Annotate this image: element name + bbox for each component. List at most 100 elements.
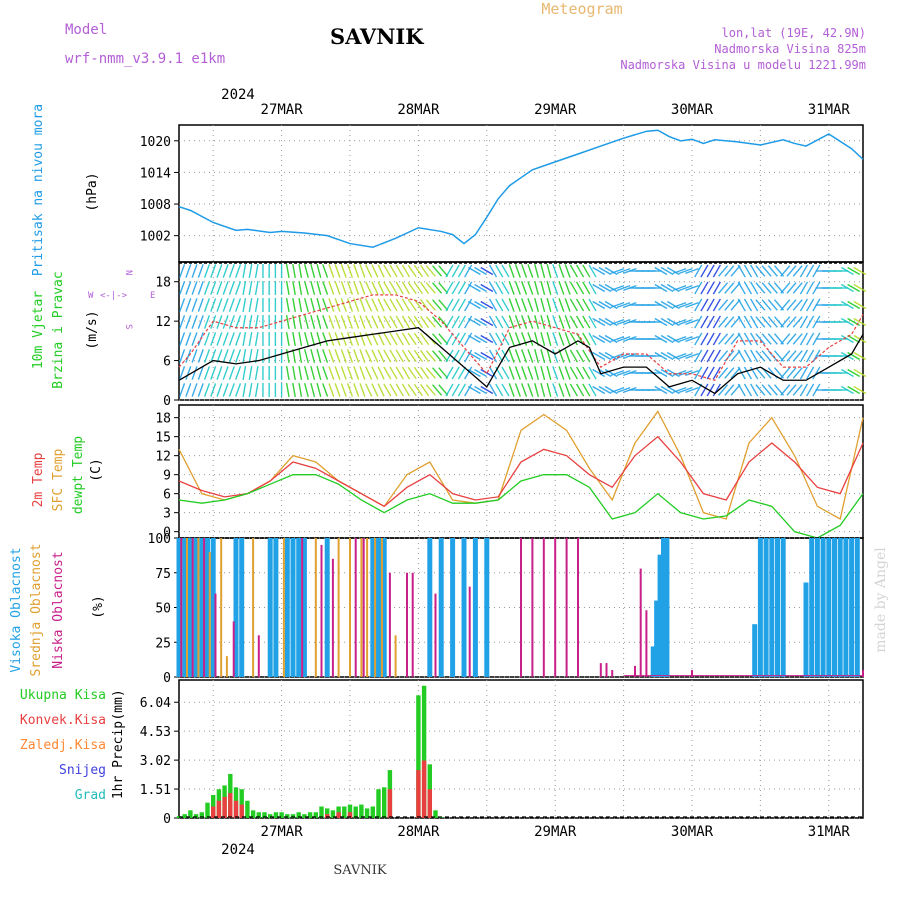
wind-barb <box>730 333 741 345</box>
wind-barb <box>457 366 467 380</box>
pressure-panel: 1002 1008 1014 1020 <box>140 124 864 263</box>
wind-barb <box>654 368 668 378</box>
wind-barb <box>534 315 540 329</box>
wind-barb <box>569 281 578 295</box>
wind-barb <box>371 349 379 363</box>
wind-barb <box>216 349 223 363</box>
wind-barb <box>847 300 861 310</box>
wind-barb <box>582 349 591 363</box>
y-tick-label: 0 <box>163 671 171 686</box>
wind-barb <box>660 385 674 395</box>
wind-barb <box>254 314 259 330</box>
wind-barb <box>377 315 385 329</box>
wind-barb <box>847 283 861 293</box>
wind-barb <box>501 281 510 295</box>
wind-barb <box>598 300 612 310</box>
precip-bar <box>245 800 250 818</box>
precip-bar <box>216 800 222 818</box>
legend-snow: Snijeg <box>59 763 106 778</box>
wind-barb <box>316 281 322 295</box>
wind-barb <box>853 266 867 276</box>
wind-barb <box>806 332 815 346</box>
wind-barb <box>480 368 494 378</box>
lonlat-text: lon,lat (19E, 42.9N) <box>722 26 867 40</box>
cloud-bar <box>820 538 826 677</box>
precip-bar <box>193 814 199 818</box>
wind-barb <box>432 367 443 379</box>
wind-barb <box>672 301 687 309</box>
wind-barb <box>569 264 578 278</box>
wind-barb <box>610 335 625 343</box>
wind-barb <box>743 349 753 363</box>
wind-barb <box>191 366 198 380</box>
cloud-bar <box>826 538 832 677</box>
wind-barb <box>285 331 290 347</box>
wind-barb <box>598 266 612 276</box>
wind-barb <box>432 282 443 294</box>
wind-barb <box>598 385 612 395</box>
wind-barb <box>210 366 217 380</box>
wind-barb <box>672 386 687 394</box>
wind-barb <box>552 332 559 346</box>
wind-barb <box>724 265 735 277</box>
wind-barb <box>786 350 797 362</box>
cloud-bar <box>282 538 285 677</box>
cloud-bar <box>434 593 437 677</box>
wind-barb <box>730 299 741 311</box>
wind-barb <box>514 281 521 295</box>
wind-barb <box>575 298 585 312</box>
wind-barb <box>685 386 699 394</box>
pressure-ylabel: Pritisak na nivou mora <box>31 104 46 276</box>
cloud-bar <box>837 538 843 677</box>
wind-barb <box>750 332 759 346</box>
wind-barb <box>706 298 715 312</box>
wind-barb <box>654 266 668 276</box>
wind-barb <box>737 264 746 278</box>
y-tick-label: 6.04 <box>140 696 171 711</box>
wind-barb <box>780 265 791 277</box>
wind-barb <box>678 352 693 360</box>
wind-barb <box>616 318 631 326</box>
cloud-bar <box>450 538 456 677</box>
wind-barb <box>420 332 430 346</box>
wind-barb <box>588 332 597 346</box>
wind-barb <box>592 317 606 327</box>
wind-barb <box>197 298 204 312</box>
wind-barb <box>310 366 316 380</box>
wind-barb <box>534 366 540 380</box>
wind-barb <box>806 366 815 380</box>
wind-barb <box>377 366 385 380</box>
wind-barb <box>743 383 753 397</box>
precip-unit: (mm) <box>111 689 126 720</box>
wind-barb <box>248 382 253 398</box>
precip-bar <box>370 806 375 818</box>
wind-barb <box>598 351 612 361</box>
wind-barb <box>328 281 335 295</box>
wind-barb <box>654 334 668 344</box>
wind-barb <box>445 383 454 397</box>
wind-barb <box>534 383 540 397</box>
wind-barb <box>495 281 504 295</box>
wind-barb <box>706 366 715 380</box>
wind-barb <box>660 368 674 378</box>
wind-barb <box>457 349 467 363</box>
wind-barb <box>401 315 411 329</box>
wind-barb <box>480 283 494 293</box>
wind-barb <box>514 366 521 380</box>
wind-barb <box>730 384 741 396</box>
wind-barb <box>228 332 235 346</box>
wind-barb <box>780 299 791 311</box>
wind-barb <box>737 281 746 295</box>
wind-barb <box>592 351 606 361</box>
wind-barb <box>467 300 481 310</box>
wind-barb <box>508 281 515 295</box>
wind-barb <box>501 349 510 363</box>
bottom-x-tick-labels: 27MAR28MAR29MAR30MAR31MAR1APR <box>261 824 851 840</box>
wind-barb <box>474 334 487 344</box>
y-tick-label: 0 <box>163 812 171 827</box>
wind-barb <box>438 367 449 379</box>
wind-barb <box>464 281 473 295</box>
wind-barb <box>558 383 565 397</box>
wind-barb <box>588 383 597 397</box>
cloud-bar <box>267 538 273 677</box>
